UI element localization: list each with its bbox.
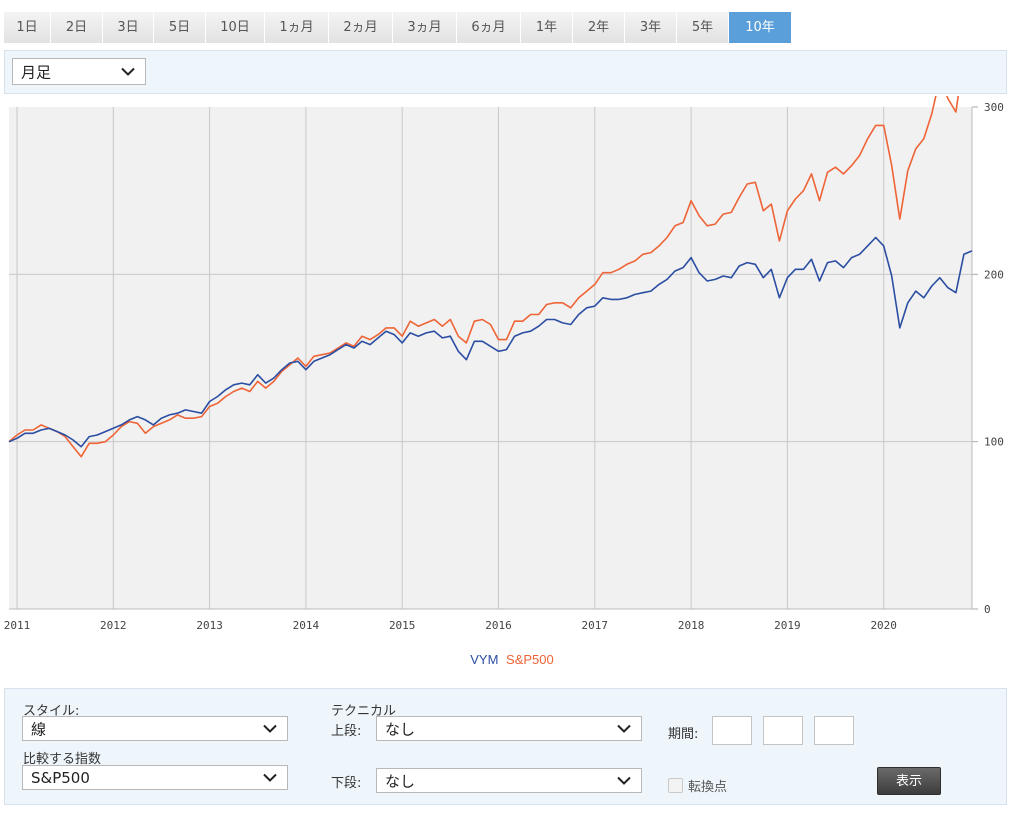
lower-label: 下段: [331, 776, 362, 791]
period-tab[interactable]: 2ヵ月 [329, 12, 393, 43]
y-tick-label: 300 [984, 101, 1004, 114]
chevron-down-icon [121, 67, 135, 76]
plot-area [9, 107, 972, 609]
upper-label: 上段: [331, 724, 362, 739]
style-label: スタイル: [23, 704, 80, 719]
period-tab[interactable]: 2年 [573, 12, 625, 43]
period-tabs: 1日 2日 3日 5日 10日 1ヵ月 2ヵ月 3ヵ月 6ヵ月 1年 2年 3年 5年 10年 [4, 12, 792, 43]
y-tick-label: 200 [984, 268, 1004, 281]
chart-settings-panel: スタイル: 線 比較する指数 S&P500 テクニカル 上段: なし 下段: な… [4, 688, 1007, 805]
y-tick-label: 100 [984, 436, 1004, 449]
period-tab[interactable]: 1ヵ月 [265, 12, 329, 43]
period-tab[interactable]: 3ヵ月 [393, 12, 457, 43]
technical-label: テクニカル [331, 704, 397, 719]
x-tick-label: 2016 [485, 619, 512, 632]
x-tick-label: 2019 [774, 619, 801, 632]
compare-label: 比較する指数 [23, 752, 102, 767]
x-tick-label: 2014 [293, 619, 320, 632]
compare-index-select[interactable]: S&P500 [22, 765, 288, 790]
y-tick-label: 0 [984, 603, 991, 616]
legend-item-vym: VYM [470, 652, 499, 667]
chart-legend: VYM S&P500 [0, 652, 1024, 667]
price-chart: 0 100 200 300 2011 2012 2013 2014 2015 2016 2017 20… [4, 96, 1004, 632]
style-select-value: 線 [31, 720, 47, 738]
x-tick-label: 2013 [196, 619, 223, 632]
period-label: 期間: [668, 727, 699, 742]
compare-select-value: S&P500 [31, 768, 90, 787]
x-tick-label: 2012 [100, 619, 127, 632]
series-line-vym [8, 236, 973, 448]
show-button[interactable]: 表示 [877, 767, 941, 795]
chevron-down-icon [617, 776, 631, 785]
upper-select-value: なし [385, 720, 416, 738]
x-tick-label: 2018 [678, 619, 705, 632]
period-tab[interactable]: 6ヵ月 [457, 12, 521, 43]
x-tick-label: 2015 [389, 619, 416, 632]
period-tab[interactable]: 1年 [521, 12, 573, 43]
period-tab[interactable]: 3年 [625, 12, 677, 43]
series-line-sp500 [8, 96, 960, 458]
interval-select[interactable]: 月足 [12, 58, 146, 85]
chevron-down-icon [263, 724, 277, 733]
lower-select-value: なし [385, 772, 416, 790]
period-input-3[interactable] [814, 716, 854, 745]
period-tab[interactable]: 10年 [729, 12, 792, 43]
period-tab[interactable]: 3日 [103, 12, 154, 43]
x-tick-label: 2017 [582, 619, 609, 632]
interval-select-value: 月足 [21, 63, 52, 81]
x-tick-label: 2011 [4, 619, 31, 632]
upper-technical-select[interactable]: なし [376, 716, 642, 741]
period-tab[interactable]: 5年 [677, 12, 729, 43]
period-input-2[interactable] [763, 716, 803, 745]
style-select[interactable]: 線 [22, 716, 288, 741]
period-tab[interactable]: 2日 [51, 12, 103, 43]
chevron-down-icon [617, 724, 631, 733]
interval-bar: 月足 [4, 50, 1007, 94]
pivot-checkbox[interactable] [668, 778, 683, 793]
period-tab[interactable]: 10日 [206, 12, 265, 43]
pivot-label: 転換点 [688, 780, 728, 795]
legend-item-sp500: S&P500 [506, 652, 554, 667]
period-input-1[interactable] [712, 716, 752, 745]
period-tab[interactable]: 1日 [4, 12, 51, 43]
period-tab[interactable]: 5日 [154, 12, 206, 43]
lower-technical-select[interactable]: なし [376, 768, 642, 793]
x-tick-label: 2020 [870, 619, 897, 632]
chevron-down-icon [263, 773, 277, 782]
